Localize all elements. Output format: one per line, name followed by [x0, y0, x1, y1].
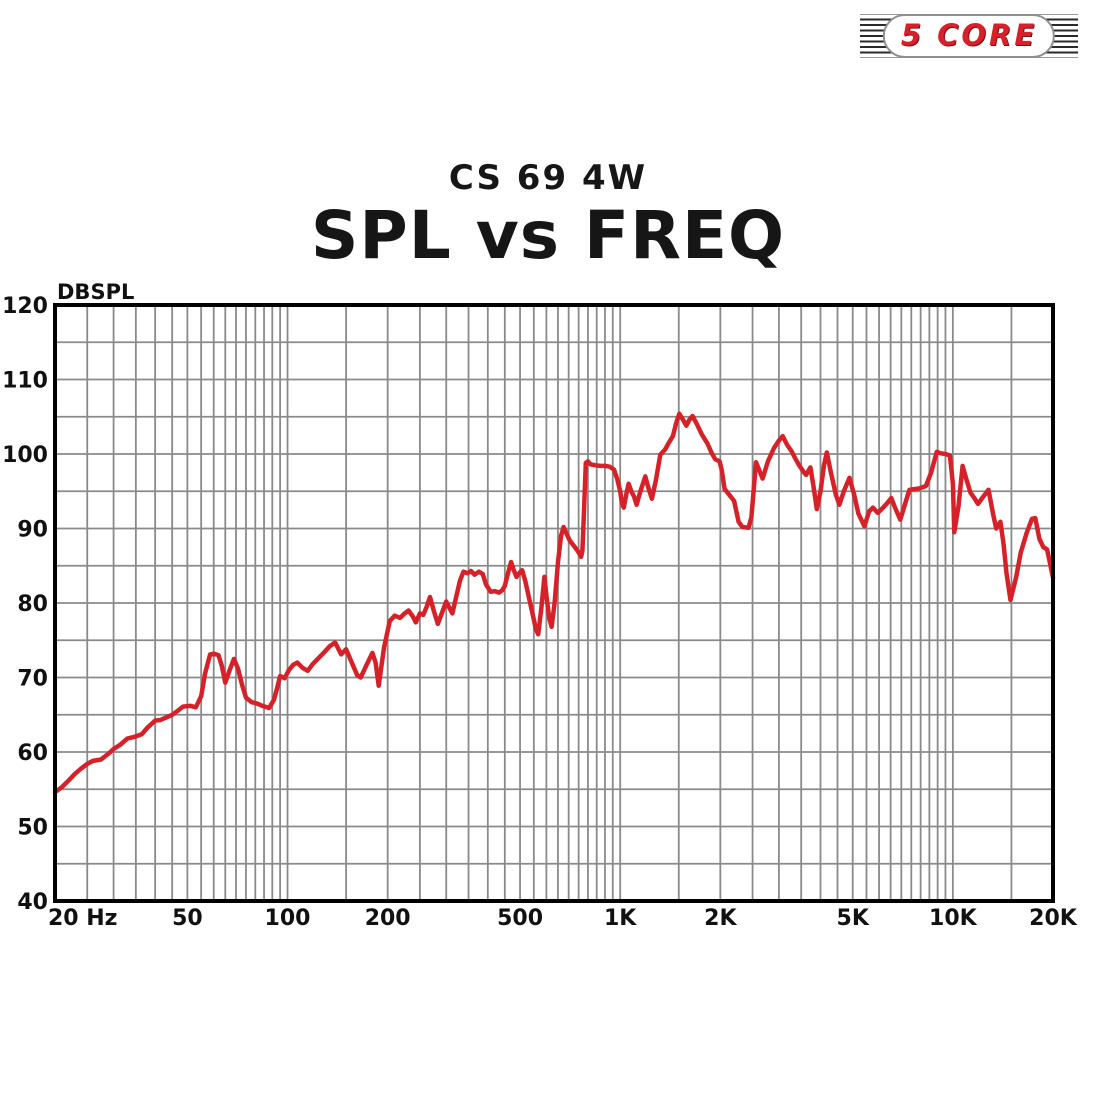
svg-text:2K: 2K	[704, 906, 737, 931]
svg-text:70: 70	[17, 667, 48, 692]
y-axis-title: DBSPL	[57, 280, 134, 304]
chart-header: CS 69 4W SPL vs FREQ	[0, 158, 1096, 272]
svg-text:20 Hz: 20 Hz	[48, 906, 118, 931]
page-title: SPL vs FREQ	[310, 197, 786, 274]
svg-text:90: 90	[17, 518, 48, 543]
svg-text:200: 200	[365, 906, 411, 931]
x-axis-labels: 20 Hz 50 100 200 500 1K 2K 5K 10K 20K	[48, 906, 1078, 931]
svg-text:100: 100	[2, 443, 48, 468]
svg-text:10K: 10K	[929, 906, 978, 931]
chart-gridlines	[54, 305, 1053, 901]
svg-text:120: 120	[2, 294, 48, 319]
plot-border	[53, 303, 1055, 903]
svg-text:60: 60	[17, 741, 48, 766]
y-axis-labels: 40 50 60 70 80 90 100 110 120	[2, 294, 48, 915]
svg-text:80: 80	[17, 592, 48, 617]
svg-text:20K: 20K	[1029, 906, 1078, 931]
svg-text:40: 40	[17, 890, 48, 915]
svg-text:50: 50	[17, 816, 48, 841]
svg-text:1K: 1K	[604, 906, 637, 931]
svg-text:100: 100	[265, 906, 311, 931]
svg-text:5K: 5K	[837, 906, 870, 931]
brand-logo: 5 CORE	[860, 12, 1078, 60]
chart-subtitle: CS 69 4W	[448, 158, 648, 198]
logo-text: 5 CORE	[900, 18, 1038, 52]
spl-curve	[52, 411, 1056, 795]
svg-text:500: 500	[497, 906, 543, 931]
logo-cloud: 5 CORE	[882, 14, 1056, 58]
svg-text:110: 110	[2, 369, 48, 394]
svg-text:50: 50	[172, 906, 203, 931]
